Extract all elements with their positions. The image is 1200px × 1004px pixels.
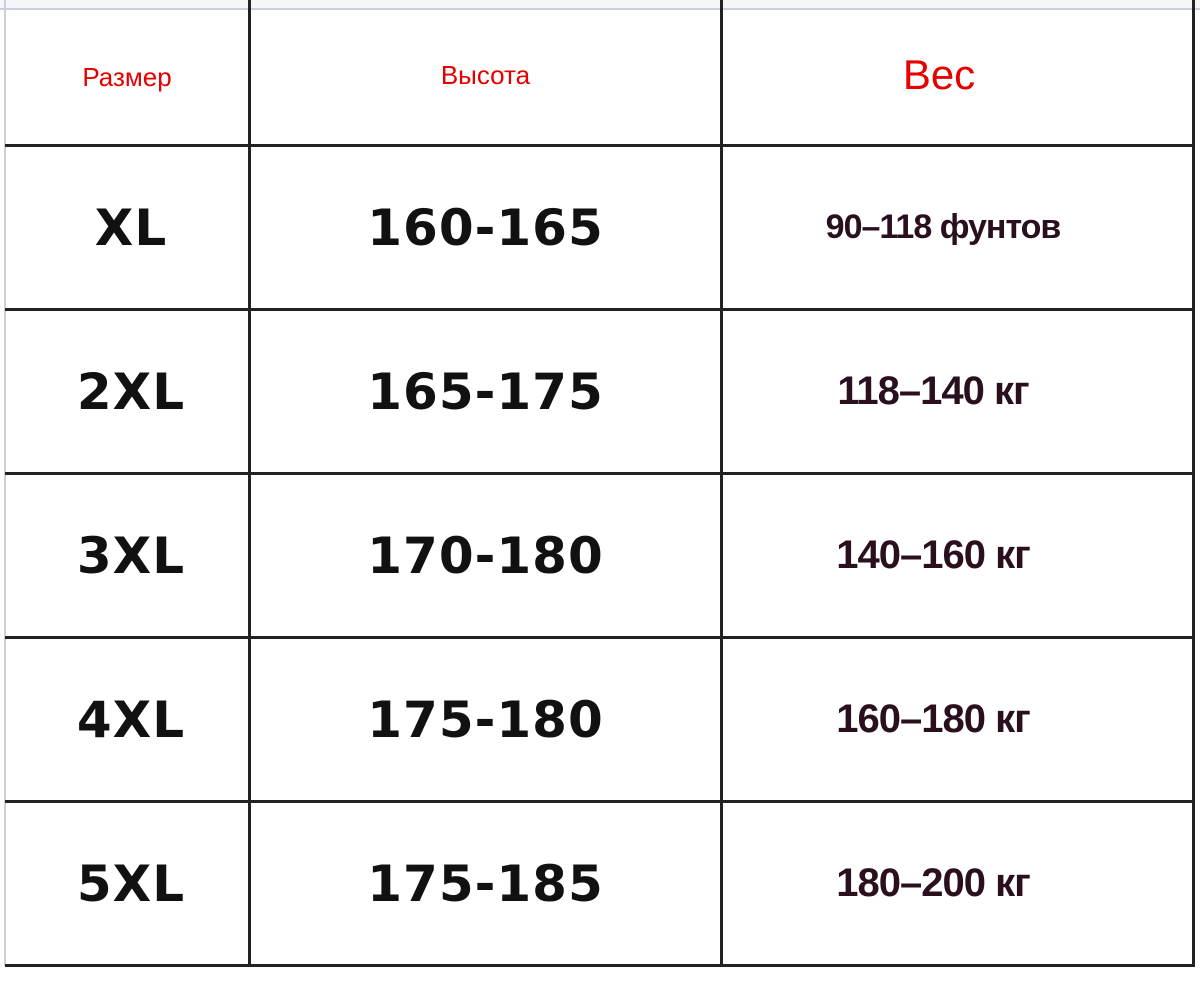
height-cell: 175-185 [367,854,604,913]
row-divider [5,472,1195,475]
size-cell: 3XL [76,526,186,585]
weight-cell: 180–200 кг [836,861,1031,905]
row-divider [5,636,1195,639]
bottom-border [5,964,1195,967]
row-divider [5,144,1195,147]
right-border [1192,0,1195,966]
weight-cell: 160–180 кг [836,697,1031,741]
row-divider [5,800,1195,803]
column-divider [720,0,723,966]
size-cell: 5XL [76,854,186,913]
size-cell: 4XL [76,690,186,749]
left-border [4,0,6,966]
height-cell: 160-165 [367,198,604,257]
header-size: Размер [82,61,172,92]
weight-cell: 118–140 кг [837,369,1029,413]
header-weight: Вес [902,51,976,98]
column-divider [248,0,251,966]
weight-cell: 90–118 фунтов [825,208,1062,246]
weight-cell: 140–160 кг [836,533,1031,577]
header-height: Высота [440,59,531,90]
height-cell: 170-180 [367,526,604,585]
top-border [0,0,1200,10]
row-divider [5,308,1195,311]
height-cell: 165-175 [367,362,604,421]
size-cell: 2XL [76,362,186,421]
size-cell: XL [94,198,168,257]
height-cell: 175-180 [367,690,604,749]
